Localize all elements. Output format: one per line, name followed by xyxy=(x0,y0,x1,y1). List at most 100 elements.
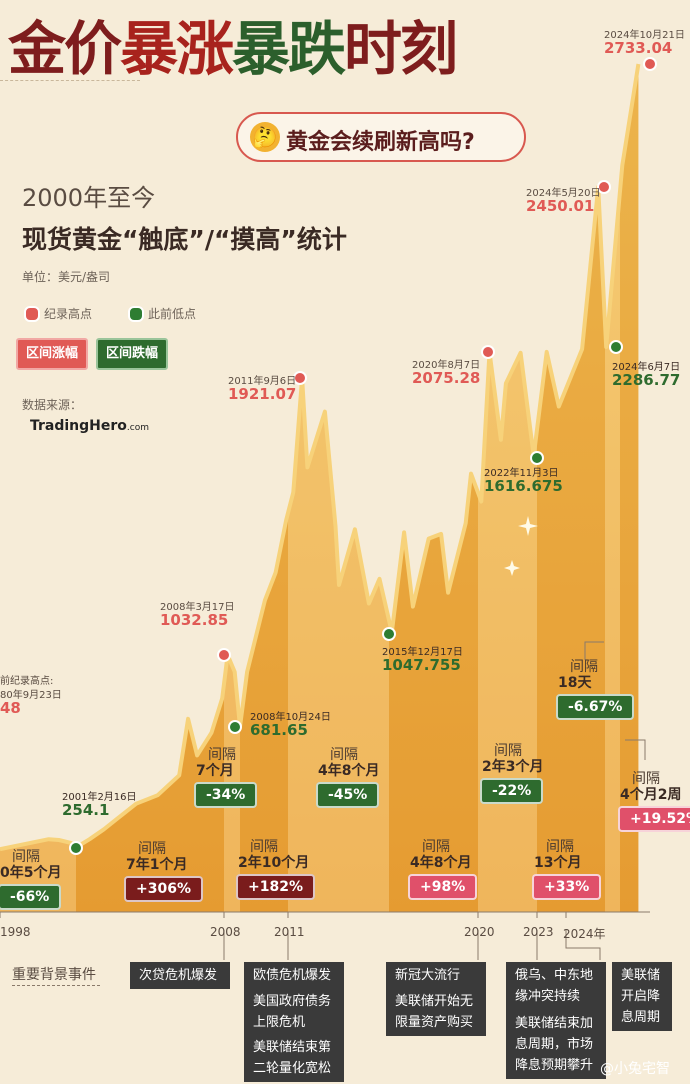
event-covid-text: 新冠大流行 xyxy=(395,968,461,983)
question-pill: 🤔 黄金会续刷新高吗? xyxy=(236,112,526,162)
interval-band xyxy=(605,64,620,912)
subtitle-period: 2000年至今 xyxy=(22,184,156,212)
x-tick-label: 2011 xyxy=(274,925,305,939)
subtitle-stats: 现货黄金“触底”/“摸高”统计 xyxy=(22,225,347,254)
events-label-underline xyxy=(12,985,100,986)
title-underline xyxy=(0,80,140,81)
event-geo-line2: 缘冲突持续 xyxy=(515,989,581,1004)
prior-low-date: 2001年2月16日 xyxy=(62,792,137,803)
record-high-point xyxy=(217,648,231,662)
weibo-watermark: @小兔宅智 xyxy=(600,1061,670,1077)
interval-label: 间隔 xyxy=(138,841,166,857)
prior-high-label: 前纪录高点: xyxy=(0,676,54,687)
prior-low-value: 681.65 xyxy=(250,721,308,739)
interval-change-badge: +306% xyxy=(124,876,203,902)
event-hike-end-line3: 降息预期攀升 xyxy=(515,1058,594,1073)
x-tick-label: 2023 xyxy=(523,925,554,939)
record-high-dot-icon xyxy=(24,306,40,322)
x-tick-label: 1998 xyxy=(0,925,31,939)
prior-low-date: 2015年12月17日 xyxy=(382,647,463,658)
prior-low-point xyxy=(382,627,396,641)
interval-change-badge: -66% xyxy=(0,884,62,910)
prior-low-point xyxy=(69,841,83,855)
record-high-value: 1032.85 xyxy=(160,611,229,629)
title-part-1: 金价 xyxy=(8,15,122,83)
event-rate-cut-line2: 开启降 xyxy=(621,989,661,1004)
interval-label: 间隔 xyxy=(208,747,236,763)
interval-duration: 7年1个月 xyxy=(126,857,188,873)
record-high-value: 1921.07 xyxy=(228,385,297,403)
event-covid-pandemic: 新冠大流行 xyxy=(386,962,486,989)
price-area xyxy=(0,64,639,912)
interval-band xyxy=(0,64,76,912)
source-suffix: .com xyxy=(126,423,149,433)
x-tick-label: 2008 xyxy=(210,925,241,939)
x-tick-label: 2020 xyxy=(464,925,495,939)
question-text: 黄金会续刷新高吗? xyxy=(286,130,475,155)
sparkle-icon xyxy=(518,516,538,536)
record-high-value: 2450.01 xyxy=(526,197,595,215)
event-unlimited-qe-line2: 限量资产购买 xyxy=(395,1015,474,1030)
interval-bracket xyxy=(625,739,646,760)
interval-label: 间隔 xyxy=(570,659,598,675)
interval-duration: 7个月 xyxy=(196,763,234,779)
events-label: 重要背景事件 xyxy=(12,967,96,983)
thinking-face-icon: 🤔 xyxy=(250,122,280,152)
record-high-date: 2024年5月20日 xyxy=(526,188,601,199)
event-hike-end-line1: 美联储结束加 xyxy=(515,1016,594,1031)
event-us-debt-line1: 美国政府债务 xyxy=(253,994,332,1009)
event-qe2-line2: 二轮量化宽松 xyxy=(253,1061,332,1076)
x-axis-ticks xyxy=(0,912,601,960)
interval-duration: 13个月 xyxy=(534,855,582,871)
event-subprime-crisis: 次贷危机爆发 xyxy=(130,962,230,989)
interval-label: 间隔 xyxy=(422,839,450,855)
x-tick-label: 2024年 xyxy=(563,927,606,941)
unit-label: 单位：美元/盎司 xyxy=(22,270,111,284)
legend-low-label: 此前低点 xyxy=(148,307,197,321)
interval-label: 间隔 xyxy=(250,839,278,855)
extreme-points xyxy=(69,57,657,855)
price-line xyxy=(0,63,641,852)
event-euro-debt-text: 欧债危机爆发 xyxy=(253,968,332,983)
record-high-value: 2733.04 xyxy=(604,39,673,57)
interval-duration: 4年8个月 xyxy=(410,855,472,871)
interval-change-badge: +182% xyxy=(236,874,315,900)
interval-duration: 4年8个月 xyxy=(318,763,380,779)
sparkle-icons xyxy=(504,516,538,576)
record-high-value: 2075.28 xyxy=(412,369,481,387)
sparkle-icon xyxy=(504,560,520,576)
prior-low-value: 1047.755 xyxy=(382,656,461,674)
record-high-date: 2024年10月21日 xyxy=(604,30,685,41)
record-high-date: 2020年8月7日 xyxy=(412,360,481,371)
interval-label: 间隔 xyxy=(330,747,358,763)
rise-legend-badge: 区间涨幅 xyxy=(16,338,89,370)
source-name: TradingHero xyxy=(30,418,127,434)
interval-label: 间隔 xyxy=(546,839,574,855)
title-part-3: 暴跌 xyxy=(232,15,346,83)
interval-change-badge: +19.52% xyxy=(618,806,690,832)
prior-low-date: 2024年6月7日 xyxy=(612,362,681,373)
prior-high-value: 48 xyxy=(0,699,21,717)
event-geopolitical-conflict: 俄乌、中东地 缘冲突持续 xyxy=(506,962,606,1010)
record-high-date: 2008年3月17日 xyxy=(160,602,235,613)
interval-band xyxy=(537,64,605,912)
legend-high-label: 纪录高点 xyxy=(44,307,93,321)
interval-duration: 2年3个月 xyxy=(482,759,544,775)
interval-duration: 2年10个月 xyxy=(238,855,310,871)
prior-low-date: 2022年11月3日 xyxy=(484,468,559,479)
event-subprime-text: 次贷危机爆发 xyxy=(139,968,218,983)
interval-change-badge: +33% xyxy=(532,874,602,900)
interval-change-badge: -45% xyxy=(316,782,380,808)
prior-low-value: 1616.675 xyxy=(484,477,563,495)
title-part-4: 时刻 xyxy=(344,15,458,83)
interval-change-badge: -6.67% xyxy=(556,694,635,720)
interval-duration: 0年5个月 xyxy=(0,865,62,881)
event-us-debt-ceiling: 美国政府债务 上限危机 xyxy=(244,988,344,1036)
event-euro-debt-crisis: 欧债危机爆发 xyxy=(244,962,344,989)
interval-change-badge: +98% xyxy=(408,874,478,900)
interval-band xyxy=(240,64,288,912)
event-geo-line1: 俄乌、中东地 xyxy=(515,968,594,983)
record-high-date: 2011年9月6日 xyxy=(228,376,297,387)
prior-low-date: 2008年10月24日 xyxy=(250,712,331,723)
